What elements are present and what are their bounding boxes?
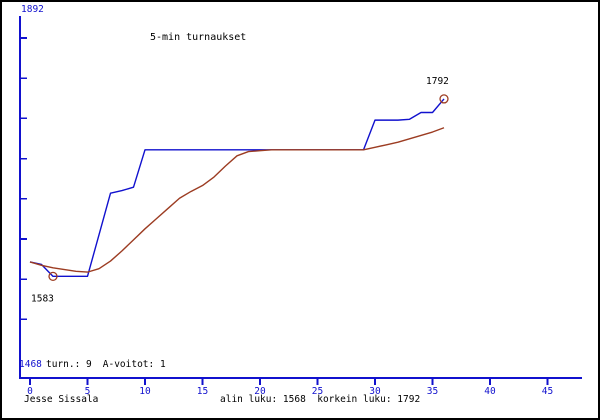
trend-average-line	[29, 127, 445, 273]
y-axis-max-label: 1892	[21, 4, 44, 15]
marker-label: 1583	[31, 293, 54, 304]
x-tick-label: 20	[254, 386, 266, 397]
status-line: turn.: 9 A-voitot: 1	[46, 359, 166, 370]
x-tick-label: 35	[427, 386, 438, 397]
x-tick-label: 5	[85, 386, 91, 397]
x-tick-label: 10	[139, 386, 151, 397]
chart-title: 5-min turnaukset	[150, 32, 247, 43]
x-tick-label: 25	[312, 386, 323, 397]
marker-label: 1792	[426, 76, 449, 87]
x-tick-label: 40	[484, 386, 496, 397]
rating-per-game-line	[29, 98, 445, 278]
x-tick-label: 30	[369, 386, 381, 397]
tournament-count: turn.: 9	[46, 359, 92, 370]
marker-circle	[48, 271, 58, 282]
marker-circle	[439, 94, 449, 104]
axis-lines	[19, 16, 582, 379]
x-tick-label: 45	[542, 386, 553, 397]
x-tick-label: 0	[27, 386, 33, 397]
y-axis-min-label: 1468	[19, 359, 42, 370]
x-tick-label: 15	[197, 386, 208, 397]
a-wins-count: A-voitot: 1	[102, 359, 166, 370]
rating-range-summary: alin luku: 1568 korkein luku: 1792	[220, 394, 421, 405]
player-name: Jesse Sissala	[24, 394, 99, 405]
